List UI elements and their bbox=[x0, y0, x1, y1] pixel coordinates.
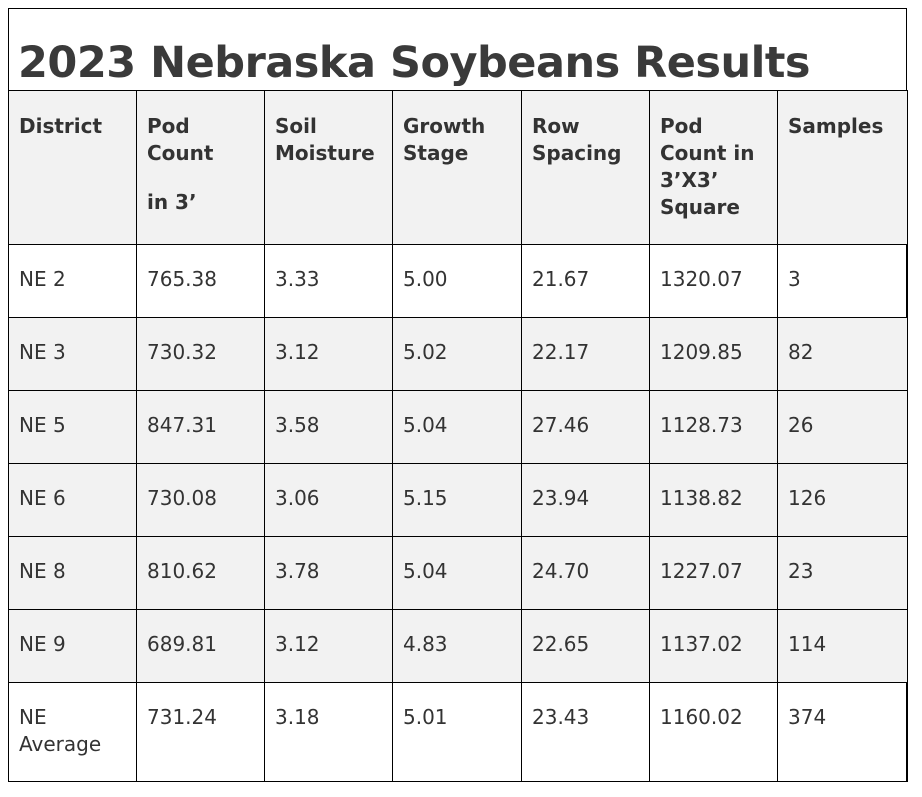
header-pod-square-line2: Count in bbox=[660, 141, 755, 165]
table-row: NE 3 730.32 3.12 5.02 22.17 1209.85 82 bbox=[8, 317, 908, 391]
cell-pod-count-square: 1227.07 bbox=[649, 536, 778, 610]
cell-district: NE 6 bbox=[8, 463, 137, 537]
cell-pod-count: 730.32 bbox=[136, 317, 265, 391]
cell-district-line2: Average bbox=[19, 732, 102, 756]
header-samples-label: Samples bbox=[788, 114, 884, 138]
cell-growth-stage: 5.15 bbox=[392, 463, 522, 537]
cell-samples: 114 bbox=[777, 609, 908, 683]
cell-soil-moisture: 3.12 bbox=[264, 317, 393, 391]
header-growth-stage: Growth Stage bbox=[392, 90, 522, 245]
cell-row-spacing: 24.70 bbox=[521, 536, 650, 610]
cell-pod-count: 810.62 bbox=[136, 536, 265, 610]
header-soil-moisture: Soil Moisture bbox=[264, 90, 393, 245]
page-title: 2023 Nebraska Soybeans Results bbox=[18, 38, 811, 88]
cell-growth-stage: 5.00 bbox=[392, 244, 522, 318]
header-row-spacing-line2: Spacing bbox=[532, 141, 622, 165]
table-row: NE 6 730.08 3.06 5.15 23.94 1138.82 126 bbox=[8, 463, 908, 537]
header-district-label: District bbox=[19, 114, 103, 138]
header-soil-moisture-line1: Soil bbox=[275, 114, 317, 138]
cell-district: NE Average bbox=[8, 682, 137, 782]
cell-growth-stage: 5.01 bbox=[392, 682, 522, 782]
cell-pod-count: 689.81 bbox=[136, 609, 265, 683]
cell-soil-moisture: 3.33 bbox=[264, 244, 393, 318]
cell-growth-stage: 5.02 bbox=[392, 317, 522, 391]
table-row: NE 8 810.62 3.78 5.04 24.70 1227.07 23 bbox=[8, 536, 908, 610]
cell-growth-stage: 5.04 bbox=[392, 390, 522, 464]
cell-pod-count-square: 1137.02 bbox=[649, 609, 778, 683]
cell-soil-moisture: 3.18 bbox=[264, 682, 393, 782]
header-pod-count: Pod Count in 3’ bbox=[136, 90, 265, 245]
cell-soil-moisture: 3.58 bbox=[264, 390, 393, 464]
cell-district-line1: NE bbox=[19, 705, 47, 729]
cell-pod-count: 847.31 bbox=[136, 390, 265, 464]
header-pod-square-line1: Pod bbox=[660, 114, 703, 138]
cell-samples: 26 bbox=[777, 390, 908, 464]
cell-row-spacing: 23.94 bbox=[521, 463, 650, 537]
header-pod-count-line3: in 3’ bbox=[147, 190, 197, 214]
cell-row-spacing: 22.65 bbox=[521, 609, 650, 683]
header-growth-stage-line1: Growth bbox=[403, 114, 486, 138]
cell-growth-stage: 4.83 bbox=[392, 609, 522, 683]
cell-district: NE 5 bbox=[8, 390, 137, 464]
cell-district: NE 3 bbox=[8, 317, 137, 391]
header-district: District bbox=[8, 90, 137, 245]
cell-samples: 126 bbox=[777, 463, 908, 537]
header-samples: Samples bbox=[777, 90, 908, 245]
table-row: NE 5 847.31 3.58 5.04 27.46 1128.73 26 bbox=[8, 390, 908, 464]
header-pod-square-line4: Square bbox=[660, 195, 740, 219]
cell-pod-count: 731.24 bbox=[136, 682, 265, 782]
cell-pod-count-square: 1320.07 bbox=[649, 244, 778, 318]
cell-pod-count: 730.08 bbox=[136, 463, 265, 537]
table-header-row: District Pod Count in 3’ Soil Moisture G… bbox=[8, 90, 908, 245]
header-pod-square-line3: 3’X3’ bbox=[660, 168, 719, 192]
cell-pod-count-square: 1209.85 bbox=[649, 317, 778, 391]
header-pod-count-line2: Count bbox=[147, 141, 214, 165]
cell-district: NE 9 bbox=[8, 609, 137, 683]
cell-row-spacing: 22.17 bbox=[521, 317, 650, 391]
cell-samples: 3 bbox=[777, 244, 908, 318]
cell-row-spacing: 23.43 bbox=[521, 682, 650, 782]
cell-samples: 82 bbox=[777, 317, 908, 391]
results-table: District Pod Count in 3’ Soil Moisture G… bbox=[8, 90, 908, 782]
table-row: NE 9 689.81 3.12 4.83 22.65 1137.02 114 bbox=[8, 609, 908, 683]
cell-district: NE 8 bbox=[8, 536, 137, 610]
header-soil-moisture-line2: Moisture bbox=[275, 141, 375, 165]
cell-samples: 23 bbox=[777, 536, 908, 610]
cell-growth-stage: 5.04 bbox=[392, 536, 522, 610]
cell-pod-count-square: 1160.02 bbox=[649, 682, 778, 782]
cell-district: NE 2 bbox=[8, 244, 137, 318]
cell-pod-count: 765.38 bbox=[136, 244, 265, 318]
cell-soil-moisture: 3.12 bbox=[264, 609, 393, 683]
header-row-spacing-line1: Row bbox=[532, 114, 580, 138]
table-row: NE 2 765.38 3.33 5.00 21.67 1320.07 3 bbox=[8, 244, 908, 318]
cell-row-spacing: 27.46 bbox=[521, 390, 650, 464]
header-row-spacing: Row Spacing bbox=[521, 90, 650, 245]
header-pod-count-line1: Pod bbox=[147, 114, 190, 138]
cell-soil-moisture: 3.78 bbox=[264, 536, 393, 610]
cell-samples: 374 bbox=[777, 682, 908, 782]
cell-pod-count-square: 1128.73 bbox=[649, 390, 778, 464]
table-row-average: NE Average 731.24 3.18 5.01 23.43 1160.0… bbox=[8, 682, 908, 782]
cell-row-spacing: 21.67 bbox=[521, 244, 650, 318]
cell-pod-count-square: 1138.82 bbox=[649, 463, 778, 537]
header-growth-stage-line2: Stage bbox=[403, 141, 469, 165]
cell-soil-moisture: 3.06 bbox=[264, 463, 393, 537]
header-pod-count-square: Pod Count in 3’X3’ Square bbox=[649, 90, 778, 245]
